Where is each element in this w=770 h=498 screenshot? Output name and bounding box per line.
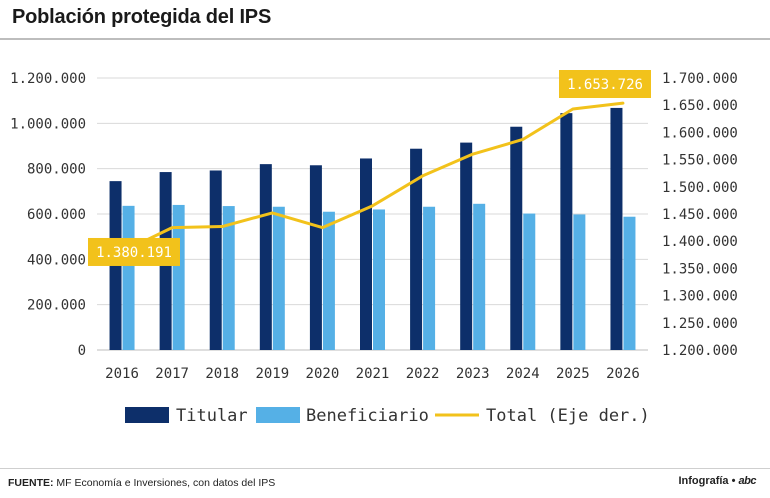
- source-label: FUENTE:: [8, 477, 54, 489]
- y-right-tick-label: 1.650.000: [662, 98, 738, 114]
- x-tick-label: 2023: [456, 366, 490, 382]
- source-note: FUENTE: MF Economía e Inversiones, con d…: [8, 477, 275, 489]
- bar-beneficiario: [473, 203, 486, 350]
- y-right-tick-label: 1.300.000: [662, 289, 738, 305]
- bar-beneficiario: [423, 206, 436, 350]
- x-tick-label: 2019: [255, 366, 289, 382]
- bar-titular: [510, 126, 523, 350]
- y-right-tick-label: 1.500.000: [662, 180, 738, 196]
- bar-titular: [309, 165, 322, 350]
- bar-beneficiario: [523, 213, 536, 350]
- legend-label-titular: Titular: [176, 406, 248, 426]
- y-right-tick-label: 1.550.000: [662, 153, 738, 169]
- x-tick-label: 2016: [105, 366, 139, 382]
- bar-beneficiario: [322, 211, 335, 350]
- legend-swatch-beneficiario: [256, 407, 300, 423]
- bar-titular: [610, 107, 623, 350]
- y-right-tick-label: 1.700.000: [662, 71, 738, 87]
- y-right-tick-label: 1.400.000: [662, 234, 738, 250]
- annotation-box-start: [88, 237, 180, 266]
- y-right-tick-label: 1.600.000: [662, 125, 738, 141]
- abc-logo: abc: [738, 475, 757, 487]
- bar-beneficiario: [373, 209, 385, 350]
- legend-label-total: Total (Eje der.): [486, 406, 650, 426]
- credit-label: Infografía •: [678, 475, 736, 487]
- line-total: [120, 101, 625, 254]
- footer-divider: [0, 468, 770, 469]
- chart-title: Población protegida del IPS: [12, 6, 272, 28]
- annotation-label-end: 1.653.726: [567, 77, 643, 93]
- y-left-tick-label: 800.000: [27, 162, 86, 178]
- y-left-tick-label: 0: [78, 343, 86, 359]
- x-tick-label: 2025: [556, 366, 590, 382]
- y-left-tick-label: 400.000: [27, 252, 86, 268]
- title-divider: [0, 38, 770, 40]
- y-left-tick-label: 200.000: [27, 298, 86, 314]
- bar-beneficiario: [623, 216, 636, 350]
- bar-titular: [209, 170, 222, 350]
- y-right-tick-label: 1.250.000: [662, 316, 738, 332]
- legend-label-beneficiario: Beneficiario: [306, 406, 429, 426]
- bar-titular: [410, 148, 423, 350]
- bar-beneficiario: [573, 214, 586, 350]
- x-tick-label: 2017: [155, 366, 189, 382]
- bar-beneficiario: [222, 206, 235, 350]
- credit: Infografía • abc: [678, 475, 756, 487]
- x-tick-label: 2020: [306, 366, 340, 382]
- y-right-tick-label: 1.350.000: [662, 261, 738, 277]
- x-tick-label: 2021: [356, 366, 390, 382]
- y-left-tick-label: 1.000.000: [10, 116, 86, 132]
- bar-beneficiario: [122, 205, 135, 350]
- y-left-tick-label: 600.000: [27, 207, 86, 223]
- y-right-tick-label: 1.450.000: [662, 207, 738, 223]
- bar-titular: [259, 164, 272, 350]
- bar-beneficiario: [272, 206, 285, 350]
- x-tick-label: 2018: [205, 366, 239, 382]
- y-right-tick-label: 1.200.000: [662, 343, 738, 359]
- y-left-tick-label: 1.200.000: [10, 71, 86, 87]
- annotation-label-start: 1.380.191: [96, 245, 172, 261]
- chart-area: 0 200.000 400.000 600.000 800.000 1.000.000 1.…: [10, 70, 738, 426]
- legend-swatch-titular: [125, 407, 169, 423]
- source-text: MF Economía e Inversiones, con datos del…: [56, 477, 276, 489]
- bar-titular: [460, 142, 473, 350]
- bar-titular: [560, 113, 573, 350]
- x-tick-label: 2022: [406, 366, 440, 382]
- annotation-box-end: [559, 70, 651, 98]
- bar-titular: [360, 158, 372, 350]
- x-tick-label: 2024: [506, 366, 540, 382]
- x-tick-label: 2026: [606, 366, 640, 382]
